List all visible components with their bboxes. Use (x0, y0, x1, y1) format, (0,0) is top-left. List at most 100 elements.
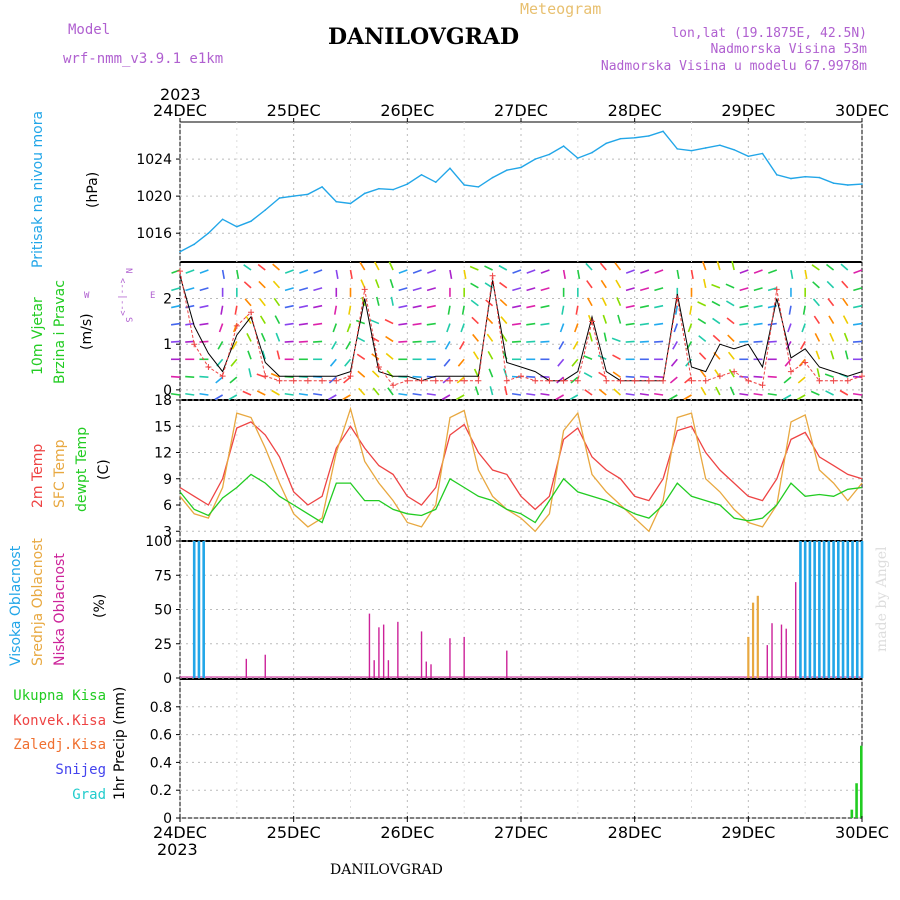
top-date-label: 26DEC (380, 101, 434, 120)
precip-tick-label: 0.8 (150, 700, 172, 716)
temp-tick-label: 12 (154, 446, 172, 462)
wind-barb (499, 298, 508, 307)
wind-barb (374, 279, 380, 289)
pressure-point (719, 144, 721, 146)
wind-ylabel-1: 10m Vjetar (30, 297, 46, 375)
wind-barb (802, 305, 806, 315)
wind-barb (841, 297, 849, 307)
temp-series (179, 406, 863, 533)
wind-barb (412, 304, 422, 309)
wind-barb (298, 304, 309, 309)
cloud-high-bar (855, 541, 859, 678)
pressure-point (619, 137, 622, 140)
wind-barb (504, 386, 508, 396)
wind-barb (540, 340, 550, 343)
wind-gust-marker (631, 377, 638, 384)
wind-barb (231, 341, 238, 350)
wind-ylabel-2: Brzina i Pravac (52, 280, 68, 384)
wind-barb (170, 340, 181, 343)
temp-ylabel-2m: 2m Temp (30, 444, 46, 508)
cloud-low-bar (368, 613, 371, 678)
wind-barb (526, 392, 536, 396)
wind-barb (767, 322, 777, 326)
cloud-high-bar (803, 541, 807, 678)
pressure-point (434, 181, 437, 184)
cloud-low-bar (780, 624, 783, 678)
wind-barb (220, 305, 224, 315)
wind-barb (603, 332, 608, 342)
wind-barb (357, 370, 366, 378)
wind-gust-marker (432, 377, 439, 384)
cloud-y-ticks: 0 25 50 75 100 (145, 534, 862, 687)
lonlat-label: lon,lat (19.1875E, 42.5N) (671, 26, 867, 41)
pressure-point (534, 158, 537, 160)
wind-barb (767, 287, 777, 292)
wind-barb (356, 353, 366, 360)
wind-barb (830, 350, 835, 360)
wind-gust-marker (489, 272, 496, 279)
wind-barb (712, 334, 721, 343)
wind-barb (259, 315, 266, 324)
wind-barb (272, 280, 281, 289)
wind-barb (816, 368, 821, 378)
wind-barb (814, 333, 821, 342)
wind-barb (654, 392, 664, 396)
wind-barb (487, 351, 494, 360)
cloud-low-bar (425, 661, 427, 678)
wind-barb (687, 323, 693, 333)
wind-barb (728, 369, 735, 378)
wind-barb (727, 334, 735, 342)
wind-gust-marker (475, 377, 482, 384)
precip-legend-total: Ukupna Kisa (13, 688, 106, 704)
wind-gust-marker (290, 377, 297, 384)
wind-barb (639, 375, 649, 378)
temp-ylabel-sfc: SFC Temp (52, 439, 68, 508)
wind-barb (472, 333, 479, 342)
cloud-low-bar (387, 660, 390, 678)
wind-barb (840, 263, 849, 271)
cloud-high-bar (822, 541, 826, 678)
wind-barb (348, 305, 352, 315)
precip-bar (850, 809, 854, 818)
wind-barb (384, 318, 394, 325)
wind-barb (313, 287, 323, 292)
wind-barb (458, 341, 465, 350)
wind-barb (853, 287, 863, 292)
wind-barb (313, 269, 323, 274)
bottom-date-label: 30DEC (835, 823, 889, 842)
wind-barb (640, 287, 650, 292)
wind-barb (674, 305, 679, 315)
wind-barb (449, 269, 453, 280)
wind-barb (640, 269, 650, 274)
wind-barb (360, 279, 366, 289)
wind-barb (684, 376, 693, 384)
precip-bar (860, 745, 863, 818)
wind-gust-marker (674, 295, 681, 302)
pressure-tick-label: 1016 (136, 226, 172, 242)
wind-barb (371, 370, 380, 378)
pressure-point (392, 188, 394, 191)
wind-barb (276, 350, 281, 360)
wind-barb (426, 340, 436, 343)
wind-barb (246, 333, 252, 342)
compass-w: W (84, 291, 90, 301)
wind-barb (329, 358, 337, 367)
wind-barb (328, 376, 337, 384)
wind-barb (512, 304, 522, 309)
cloud-tick-label: 50 (154, 603, 172, 619)
wind-barb (426, 287, 436, 292)
pressure-point (591, 151, 593, 154)
wind-barb (639, 392, 649, 396)
cloud-low-bar (463, 636, 465, 678)
cloud-low-bar (378, 627, 380, 678)
wind-gust-marker (574, 377, 581, 384)
wind-barb (343, 376, 352, 384)
wind-barb (812, 281, 820, 289)
pressure-point (406, 183, 409, 185)
wind-barb (669, 376, 678, 384)
wind-barb (270, 372, 280, 378)
wind-barb (243, 281, 252, 289)
wind-barb (469, 265, 479, 271)
precip-tick-label: 0 (163, 811, 172, 827)
wind-barb (358, 387, 366, 396)
